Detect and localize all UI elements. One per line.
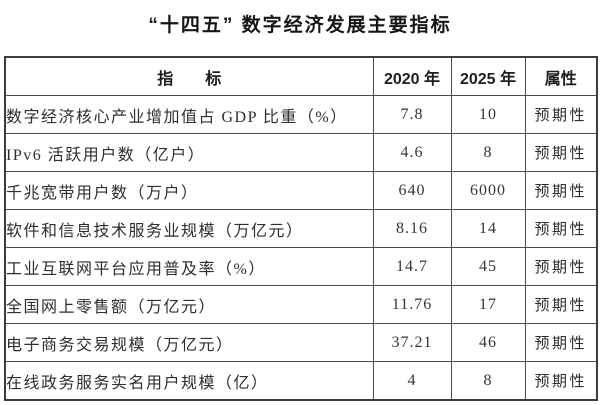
value-2025-cell: 8 <box>450 361 526 401</box>
table-row: 千兆宽带用户数（万户） 640 6000 预期性 <box>4 171 598 210</box>
value-2020-cell: 4.6 <box>372 133 452 172</box>
value-2020-cell: 7.8 <box>372 95 452 134</box>
value-2025-cell: 8 <box>450 133 526 172</box>
header-2025: 2025 年 <box>450 56 526 96</box>
value-2025-cell: 10 <box>450 95 526 134</box>
attribute-cell: 预期性 <box>524 209 598 248</box>
value-2020-cell: 14.7 <box>372 247 452 286</box>
value-2020-cell: 8.16 <box>372 209 452 248</box>
table-header-row: 指 标 2020 年 2025 年 属性 <box>4 56 598 96</box>
indicator-cell: 全国网上零售额（万亿元） <box>4 285 374 324</box>
value-2020-cell: 37.21 <box>372 323 452 362</box>
indicator-cell: 工业互联网平台应用普及率（%） <box>4 247 374 286</box>
attribute-cell: 预期性 <box>524 95 598 134</box>
indicator-cell: IPv6 活跃用户数（亿户） <box>4 133 374 172</box>
indicator-cell: 千兆宽带用户数（万户） <box>4 171 374 210</box>
table-row: 全国网上零售额（万亿元） 11.76 17 预期性 <box>4 285 598 324</box>
indicator-cell: 软件和信息技术服务业规模（万亿元） <box>4 209 374 248</box>
attribute-cell: 预期性 <box>524 171 598 210</box>
table-row: 工业互联网平台应用普及率（%） 14.7 45 预期性 <box>4 247 598 286</box>
value-2020-cell: 11.76 <box>372 285 452 324</box>
table-row: IPv6 活跃用户数（亿户） 4.6 8 预期性 <box>4 133 598 172</box>
table-row: 在线政务服务实名用户规模（亿） 4 8 预期性 <box>4 361 598 401</box>
page-title: “十四五” 数字经济发展主要指标 <box>148 15 452 36</box>
value-2020-cell: 640 <box>372 171 452 210</box>
value-2025-cell: 17 <box>450 285 526 324</box>
value-2025-cell: 46 <box>450 323 526 362</box>
attribute-cell: 预期性 <box>524 133 598 172</box>
value-2025-cell: 45 <box>450 247 526 286</box>
table-row: 软件和信息技术服务业规模（万亿元） 8.16 14 预期性 <box>4 209 598 248</box>
header-attribute: 属性 <box>524 56 598 96</box>
indicator-cell: 数字经济核心产业增加值占 GDP 比重（%） <box>4 95 374 134</box>
header-indicator: 指 标 <box>4 56 374 96</box>
header-2020: 2020 年 <box>372 56 452 96</box>
indicator-cell: 电子商务交易规模（万亿元） <box>4 323 374 362</box>
value-2020-cell: 4 <box>372 361 452 401</box>
attribute-cell: 预期性 <box>524 323 598 362</box>
value-2025-cell: 6000 <box>450 171 526 210</box>
attribute-cell: 预期性 <box>524 361 598 401</box>
indicators-table: 指 标 2020 年 2025 年 属性 数字经济核心产业增加值占 GDP 比重… <box>4 56 598 401</box>
indicator-cell: 在线政务服务实名用户规模（亿） <box>4 361 374 401</box>
attribute-cell: 预期性 <box>524 285 598 324</box>
table-row: 电子商务交易规模（万亿元） 37.21 46 预期性 <box>4 323 598 362</box>
value-2025-cell: 14 <box>450 209 526 248</box>
attribute-cell: 预期性 <box>524 247 598 286</box>
table-row: 数字经济核心产业增加值占 GDP 比重（%） 7.8 10 预期性 <box>4 95 598 134</box>
